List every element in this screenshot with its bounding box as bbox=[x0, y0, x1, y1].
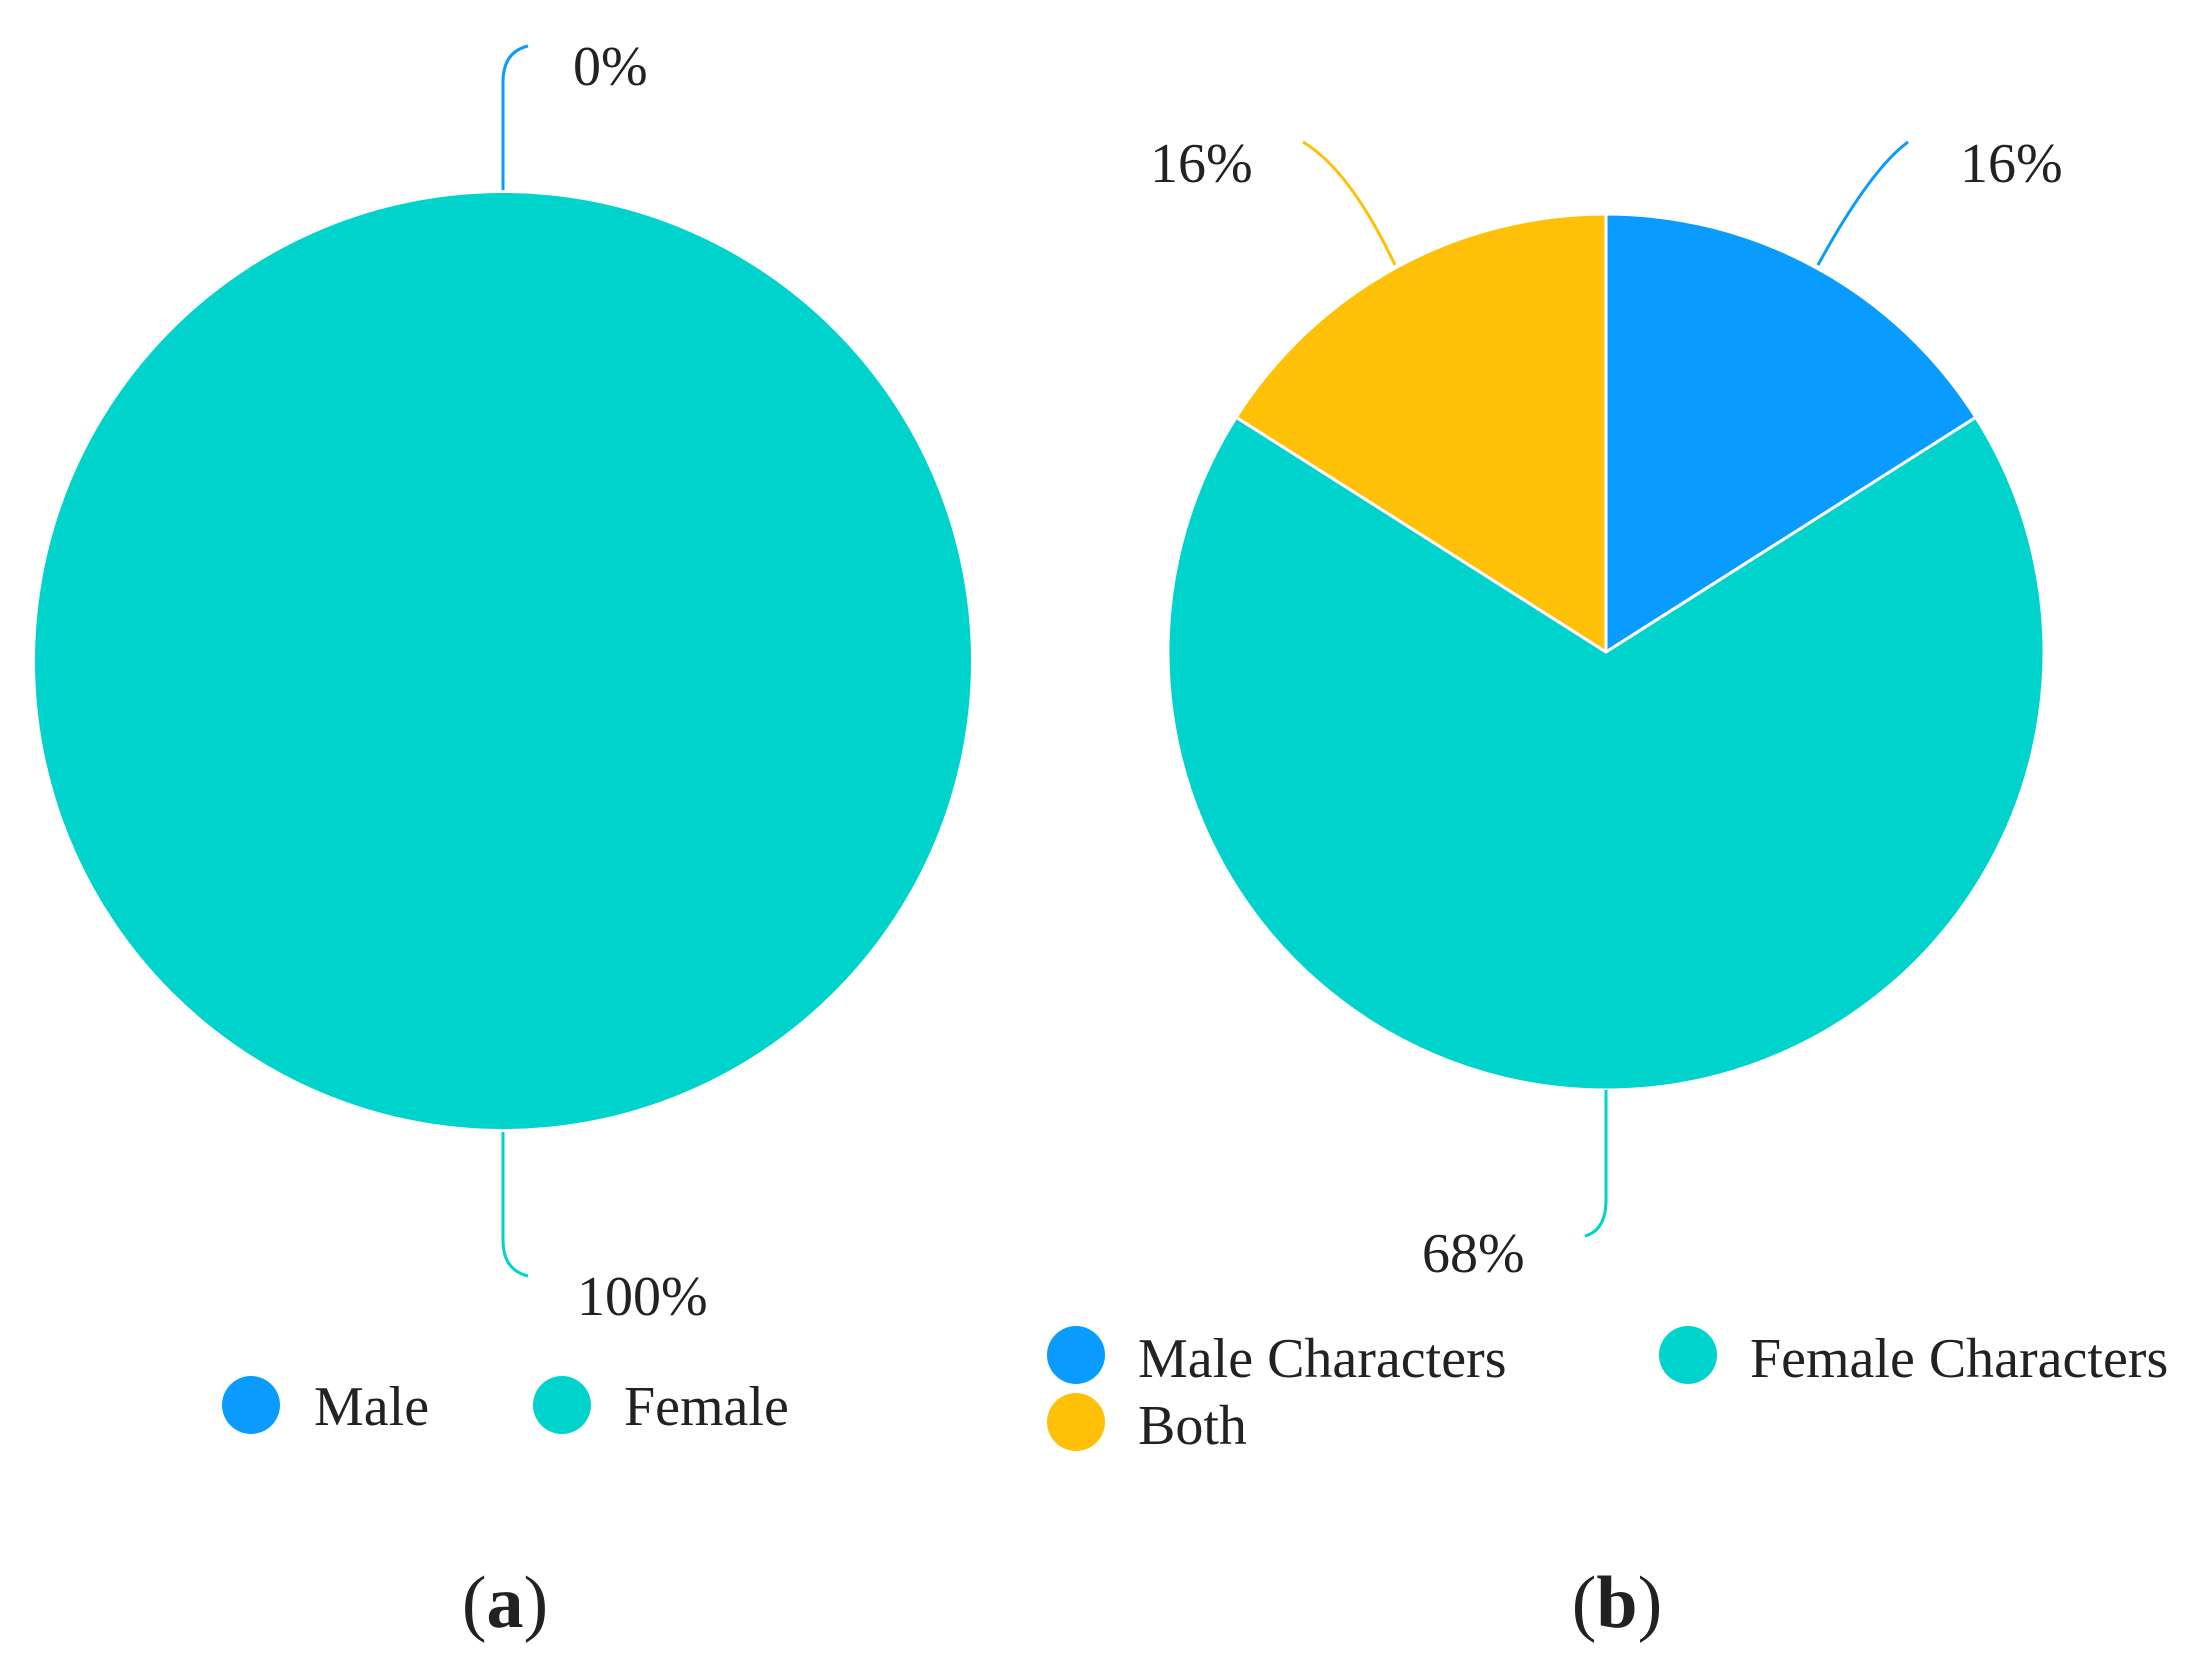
legend-b: Male Characters Female Characters Both bbox=[1047, 1326, 2168, 1457]
caption-b: (b) bbox=[1572, 1562, 1662, 1644]
legend-marker-female-characters bbox=[1659, 1326, 1717, 1384]
data-label-female-characters: 68% bbox=[1422, 1223, 1525, 1285]
caption-a: (a) bbox=[462, 1562, 548, 1644]
legend-label-male: Male bbox=[314, 1376, 429, 1438]
leader-line-female bbox=[501, 1132, 529, 1278]
caption-b-letter: b bbox=[1596, 1562, 1637, 1644]
legend-label-female-characters: Female Characters bbox=[1750, 1328, 2168, 1390]
legend-marker-female bbox=[533, 1376, 591, 1434]
data-label-female: 100% bbox=[577, 1266, 708, 1328]
legend-label-both: Both bbox=[1138, 1395, 1247, 1457]
data-label-both: 16% bbox=[1150, 133, 1253, 195]
pie-slice-female bbox=[35, 193, 971, 1129]
pie-chart-a: 0% 100% Male Female (a) bbox=[35, 36, 971, 1644]
pie-slice-female-characters bbox=[1166, 415, 2046, 1092]
legend-a: Male Female bbox=[222, 1376, 789, 1438]
pie-chart-b: 16% 16% 68% Male Characters Female Chara… bbox=[1047, 133, 2168, 1644]
data-label-male: 0% bbox=[573, 36, 648, 98]
caption-a-letter: a bbox=[487, 1562, 524, 1644]
leader-line-female-characters bbox=[1584, 1090, 1608, 1238]
legend-label-male-characters: Male Characters bbox=[1138, 1328, 1506, 1390]
legend-marker-both bbox=[1047, 1393, 1105, 1451]
leader-line-both bbox=[1302, 140, 1397, 266]
legend-marker-male bbox=[222, 1376, 280, 1434]
pie-slice-both bbox=[1234, 212, 1608, 654]
legend-label-female: Female bbox=[624, 1376, 789, 1438]
pie-slice-male-characters bbox=[1604, 212, 1978, 654]
data-label-male-characters: 16% bbox=[1960, 133, 2063, 195]
leader-line-male-characters bbox=[1816, 140, 1909, 266]
legend-marker-male-characters bbox=[1047, 1326, 1105, 1384]
leader-line-male bbox=[501, 44, 529, 190]
